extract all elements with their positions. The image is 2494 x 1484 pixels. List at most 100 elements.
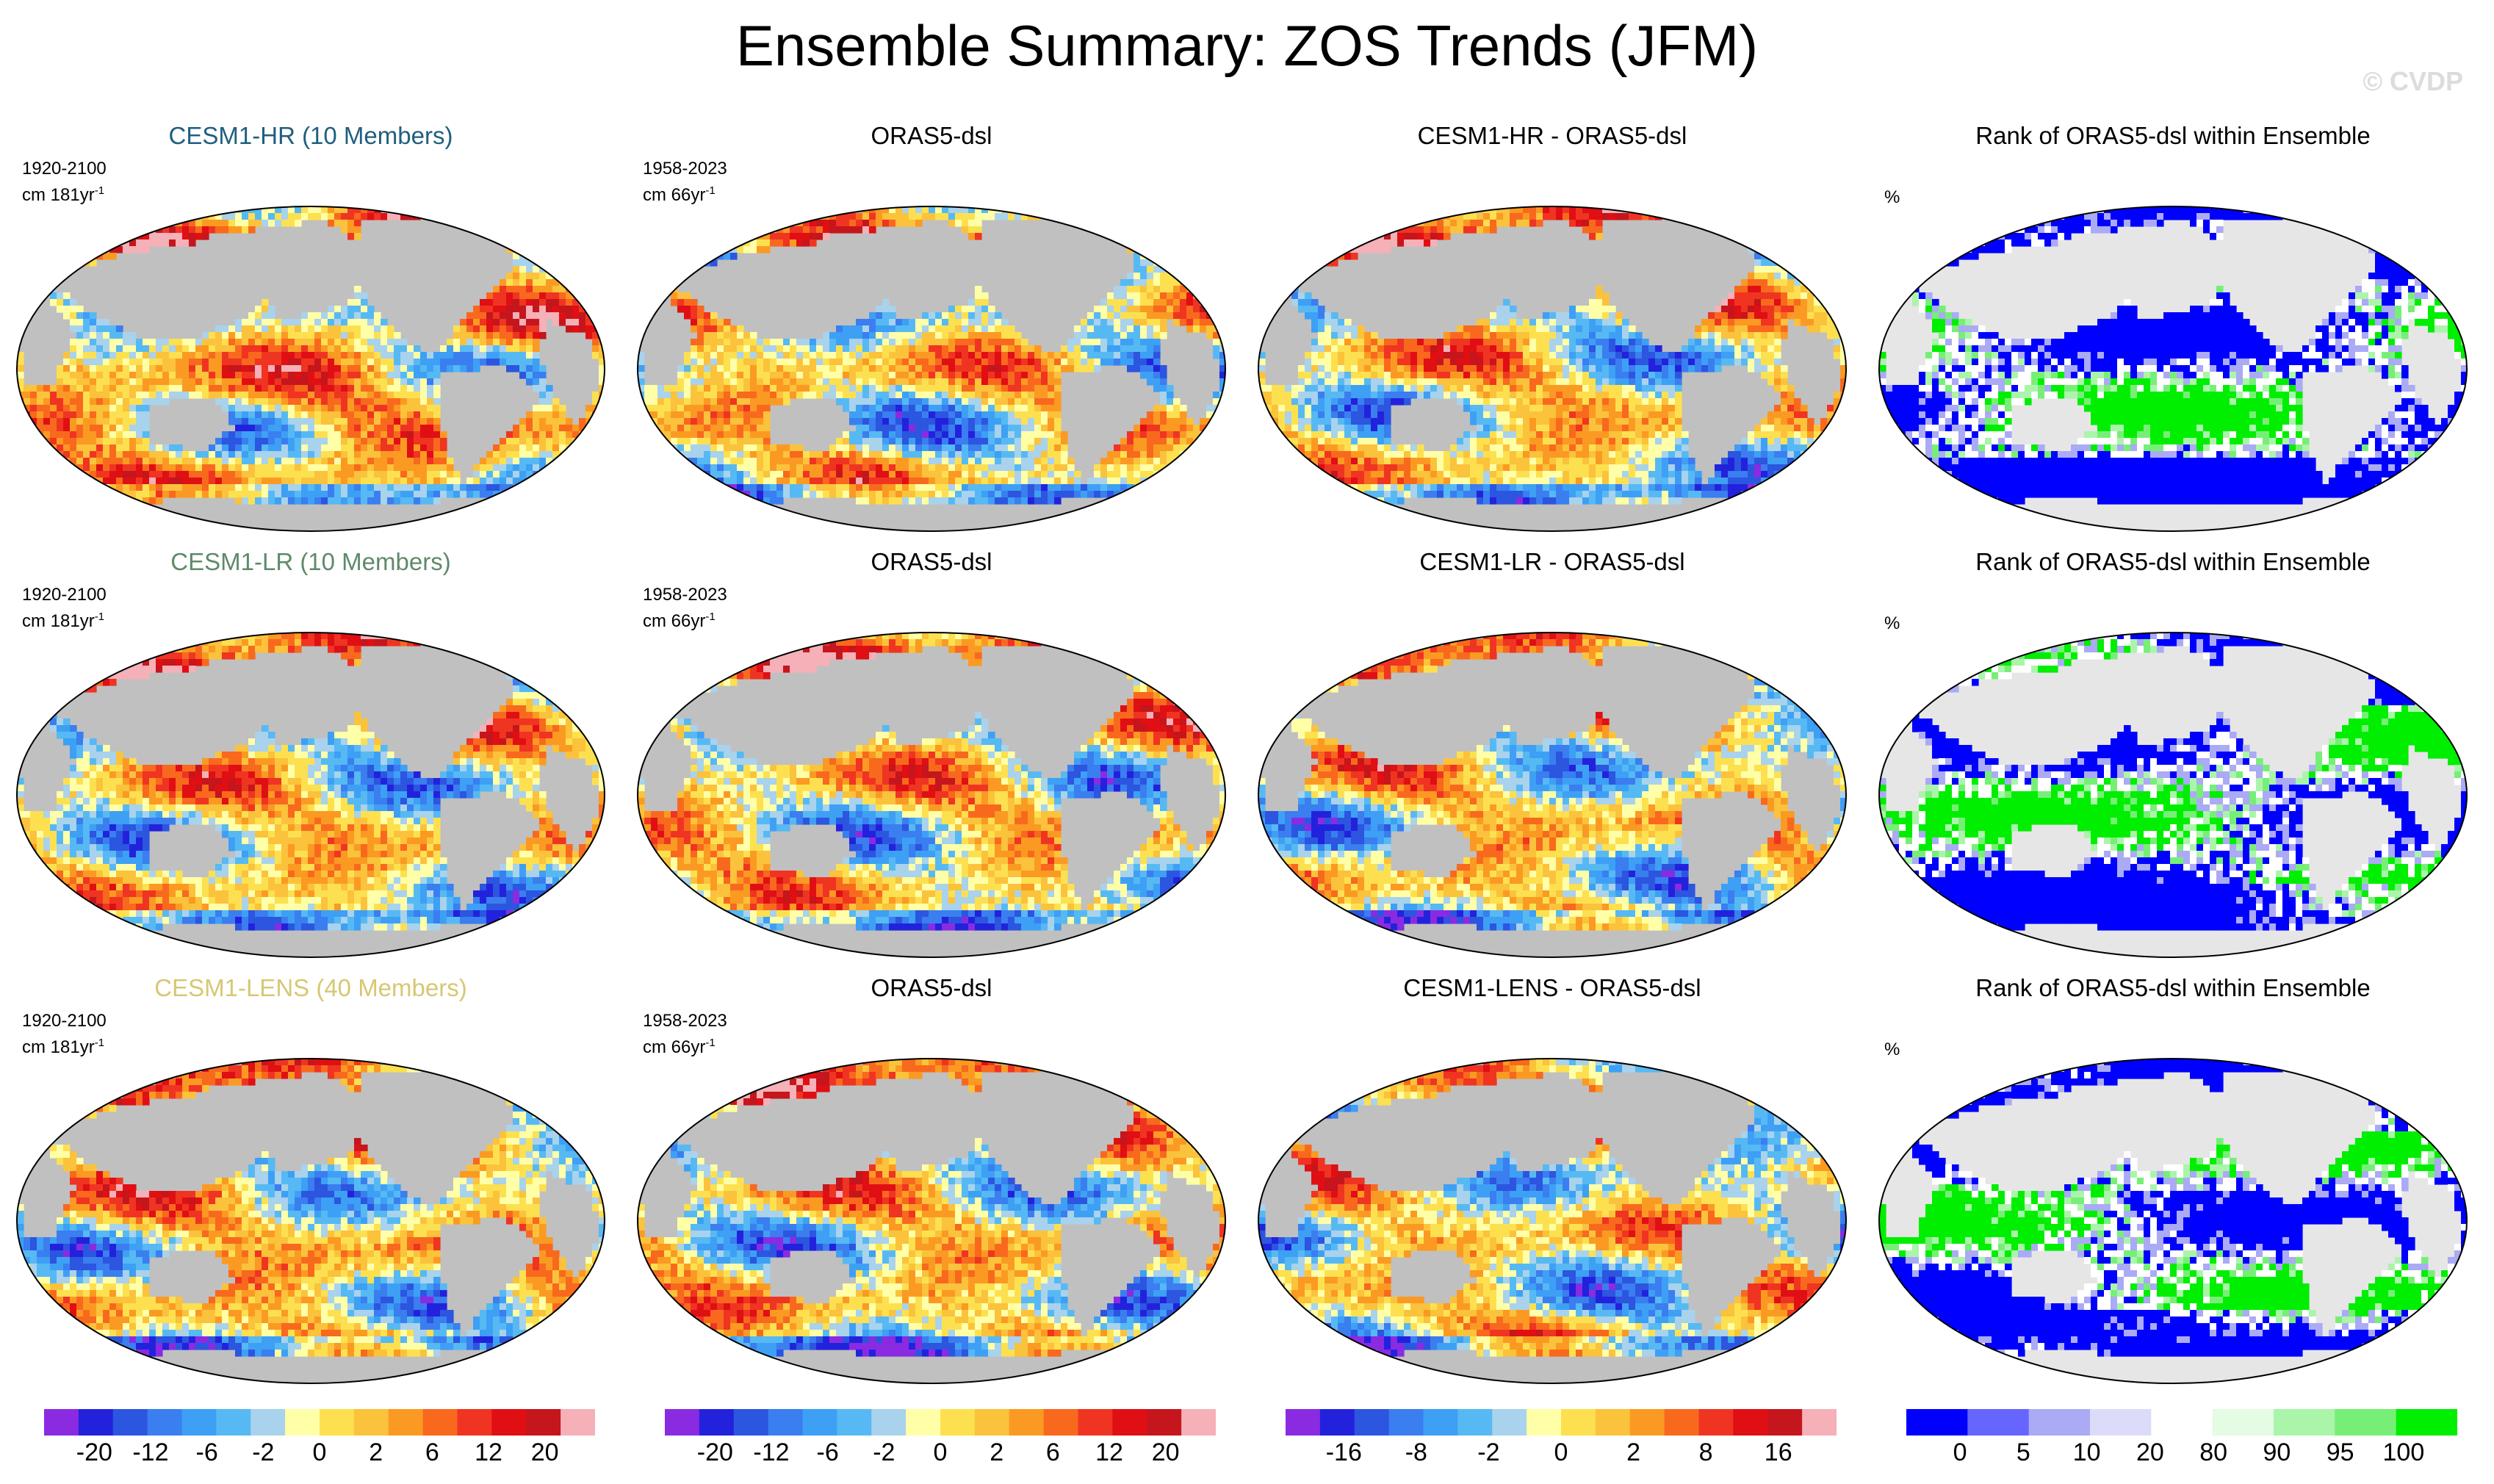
grid-cell — [803, 372, 810, 379]
grid-cell — [876, 319, 883, 326]
grid-cell — [796, 372, 804, 379]
grid-cell — [929, 378, 936, 386]
grid-cell — [929, 392, 936, 399]
grid-cell — [929, 206, 936, 214]
grid-cell — [1001, 398, 1009, 406]
grid-cell — [942, 405, 949, 412]
grid-cell — [367, 425, 375, 432]
grid-cell — [17, 359, 24, 366]
grid-cell — [1496, 213, 1504, 220]
grid-cell — [347, 497, 355, 505]
grid-cell — [1417, 339, 1424, 346]
grid-cell — [400, 345, 408, 353]
grid-cell — [783, 339, 790, 346]
grid-cell — [248, 464, 256, 472]
grid-cell — [1087, 345, 1095, 353]
grid-cell — [1147, 431, 1154, 439]
grid-cell — [1404, 239, 1411, 247]
grid-cell — [1153, 411, 1161, 419]
grid-cell — [1596, 220, 1603, 227]
grid-cell — [717, 451, 724, 458]
grid-cell — [414, 491, 421, 498]
grid-cell — [776, 491, 784, 498]
grid-cell — [367, 325, 375, 333]
grid-cell — [242, 405, 249, 412]
grid-cell — [262, 491, 269, 498]
grid-cell — [169, 458, 176, 465]
grid-cell — [1496, 332, 1504, 339]
grid-cell — [519, 332, 527, 339]
grid-cell — [697, 418, 704, 425]
grid-cell — [321, 464, 328, 472]
grid-cell — [328, 345, 335, 353]
grid-cell — [295, 478, 302, 485]
grid-cell — [929, 478, 936, 485]
grid-cell — [1563, 339, 1570, 346]
grid-cell — [228, 431, 236, 439]
grid-cell — [176, 365, 183, 372]
grid-cell — [169, 239, 176, 247]
grid-cell — [862, 339, 870, 346]
grid-cell — [1067, 484, 1075, 491]
grid-cell — [995, 359, 1002, 366]
grid-cell — [268, 484, 275, 491]
grid-cell — [876, 359, 883, 366]
grid-cell — [394, 339, 401, 346]
grid-cell — [1114, 332, 1121, 339]
grid-cell — [136, 405, 143, 412]
grid-cell — [1311, 312, 1319, 320]
grid-cell — [281, 213, 289, 220]
grid-cell — [480, 345, 487, 353]
grid-cell — [704, 332, 711, 339]
grid-cell — [1127, 438, 1134, 445]
grid-cell — [955, 411, 962, 419]
grid-cell — [1291, 299, 1299, 306]
grid-cell — [328, 220, 335, 227]
grid-cell — [242, 372, 249, 379]
grid-cell — [644, 385, 652, 392]
grid-cell — [387, 325, 394, 333]
grid-cell — [1635, 352, 1643, 359]
grid-cell — [109, 431, 117, 439]
grid-cell — [995, 352, 1002, 359]
grid-cell — [1629, 332, 1636, 339]
grid-cell — [717, 458, 724, 465]
grid-cell — [1298, 299, 1305, 306]
grid-cell — [1021, 478, 1028, 485]
grid-cell — [1100, 491, 1108, 498]
grid-cell — [1377, 246, 1385, 253]
grid-cell — [533, 411, 540, 419]
grid-cell — [1609, 213, 1616, 220]
grid-cell — [1258, 352, 1266, 359]
grid-cell — [1094, 312, 1101, 320]
grid-cell — [301, 471, 309, 478]
grid-cell — [988, 319, 995, 326]
grid-cell — [922, 319, 929, 326]
grid-cell — [109, 253, 117, 260]
grid-cell — [988, 405, 995, 412]
grid-cell — [407, 398, 414, 406]
grid-cell — [677, 438, 685, 445]
grid-cell — [922, 431, 929, 439]
grid-cell — [195, 464, 203, 472]
diff-panel-row1: CESM1-HR - ORAS5-dsl — [1249, 121, 1856, 546]
grid-cell — [63, 398, 71, 406]
grid-cell — [882, 378, 890, 386]
grid-cell — [684, 385, 691, 392]
grid-cell — [962, 411, 969, 419]
grid-cell — [1213, 398, 1220, 406]
grid-cell — [1067, 359, 1075, 366]
grid-cell — [962, 220, 969, 227]
grid-cell — [347, 385, 355, 392]
grid-cell — [301, 451, 309, 458]
grid-cell — [182, 239, 190, 247]
grid-cell — [1569, 365, 1576, 372]
grid-cell — [96, 398, 104, 406]
grid-cell — [1437, 365, 1444, 372]
grid-cell — [275, 431, 282, 439]
grid-cell — [1734, 325, 1742, 333]
grid-cell — [968, 458, 976, 465]
grid-cell — [1140, 359, 1147, 366]
grid-cell — [962, 319, 969, 326]
grid-cell — [354, 319, 361, 326]
